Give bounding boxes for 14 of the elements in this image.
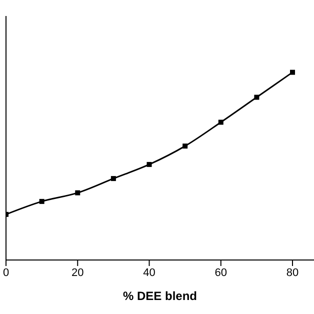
point [254, 94, 260, 100]
x-tick-label: 60 [214, 266, 228, 279]
x-tick-label: 80 [286, 266, 299, 279]
point [290, 70, 296, 75]
point [39, 198, 44, 204]
x-tick-label: 40 [143, 266, 156, 279]
x-tick-label: 0 [2, 266, 10, 279]
point [75, 190, 80, 196]
x-axis-title: % DEE blend [122, 289, 198, 303]
point [110, 176, 116, 182]
point [182, 144, 188, 149]
point [146, 162, 152, 167]
point [218, 120, 224, 125]
x-tick-label: 20 [72, 266, 84, 279]
